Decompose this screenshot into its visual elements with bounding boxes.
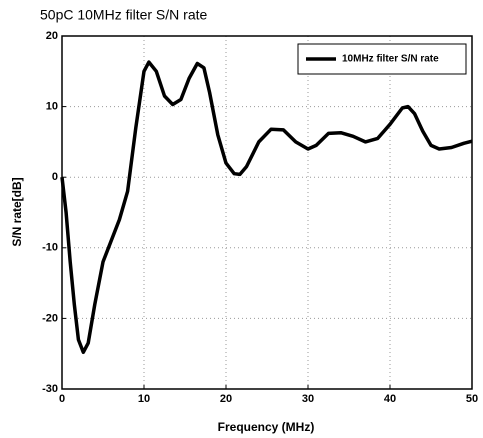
legend-label: 10MHz filter S/N rate: [342, 54, 439, 65]
y-tick-label: 0: [52, 171, 58, 183]
y-tick-label: -10: [42, 242, 58, 254]
data-line: [60, 60, 473, 355]
x-tick-label: 50: [466, 393, 478, 405]
y-tick-label: -20: [42, 312, 58, 324]
plot-frame: [61, 35, 473, 390]
y-tick-label: 20: [46, 30, 58, 42]
y-axis-label: S/N rate[dB]: [10, 177, 24, 246]
chart-title: 50pC 10MHz filter S/N rate: [40, 7, 207, 23]
x-tick-label: 0: [59, 393, 65, 405]
y-tick-label: 10: [46, 101, 58, 113]
legend-box: [297, 43, 467, 75]
y-tick-label: -30: [42, 383, 58, 395]
x-tick-label: 20: [220, 393, 232, 405]
x-tick-label: 10: [138, 393, 150, 405]
x-tick-label: 30: [302, 393, 314, 405]
x-axis-label: Frequency (MHz): [218, 420, 315, 434]
x-tick-label: 40: [384, 393, 396, 405]
